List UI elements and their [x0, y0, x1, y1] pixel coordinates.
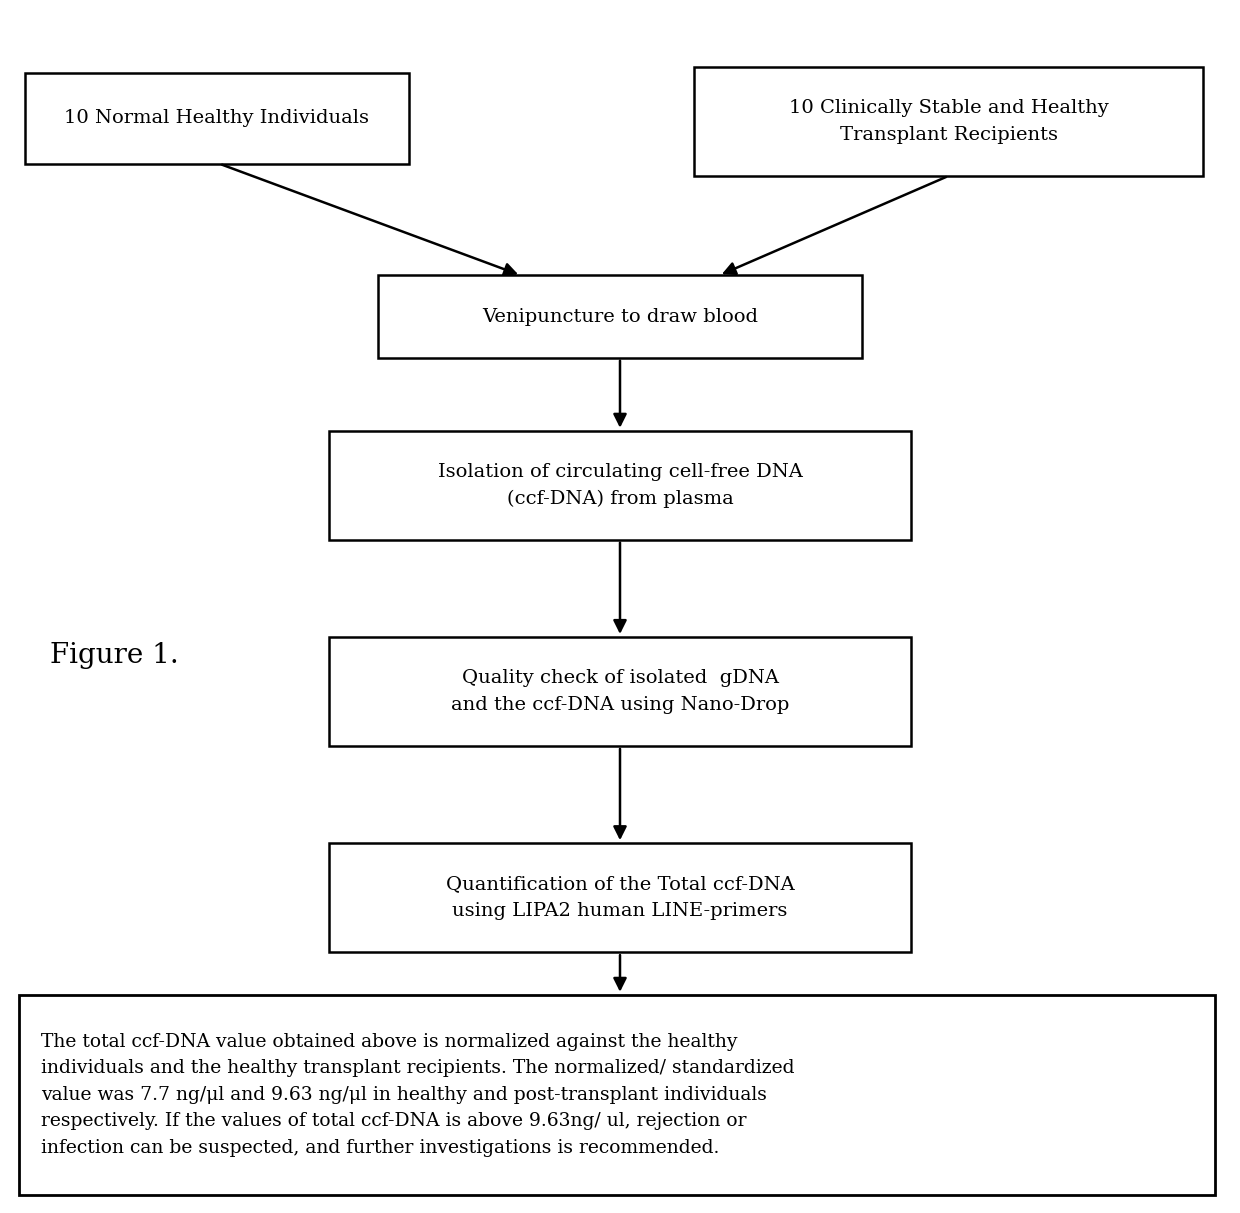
- FancyBboxPatch shape: [378, 275, 862, 358]
- Text: Quantification of the Total ccf-DNA
using LIPA2 human LINE-primers: Quantification of the Total ccf-DNA usin…: [445, 876, 795, 919]
- Text: 10 Normal Healthy Individuals: 10 Normal Healthy Individuals: [64, 109, 370, 127]
- FancyBboxPatch shape: [19, 995, 1215, 1195]
- FancyBboxPatch shape: [694, 67, 1203, 176]
- FancyBboxPatch shape: [329, 637, 911, 746]
- Text: The total ccf-DNA value obtained above is normalized against the healthy
individ: The total ccf-DNA value obtained above i…: [41, 1033, 795, 1156]
- FancyBboxPatch shape: [329, 431, 911, 540]
- Text: Isolation of circulating cell-free DNA
(ccf-DNA) from plasma: Isolation of circulating cell-free DNA (…: [438, 463, 802, 507]
- Text: Quality check of isolated  gDNA
and the ccf-DNA using Nano-Drop: Quality check of isolated gDNA and the c…: [451, 670, 789, 713]
- Text: Figure 1.: Figure 1.: [50, 642, 179, 668]
- Text: Venipuncture to draw blood: Venipuncture to draw blood: [482, 308, 758, 325]
- Text: 10 Clinically Stable and Healthy
Transplant Recipients: 10 Clinically Stable and Healthy Transpl…: [789, 99, 1109, 143]
- FancyBboxPatch shape: [329, 843, 911, 952]
- FancyBboxPatch shape: [25, 73, 409, 164]
